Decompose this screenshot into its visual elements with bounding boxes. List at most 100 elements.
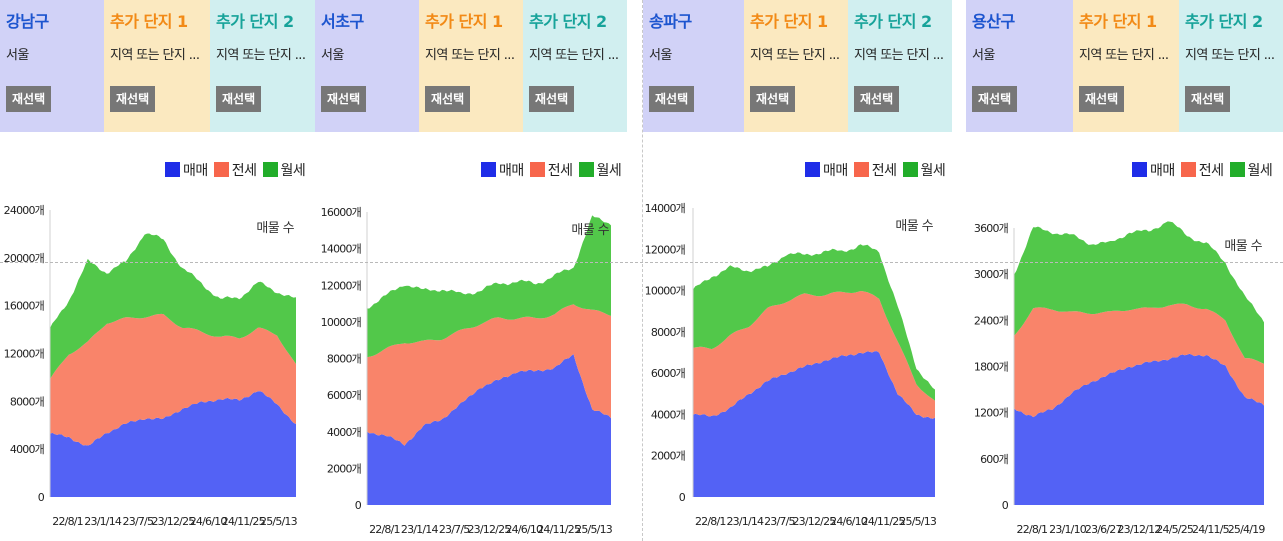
extra-complex-2-placeholder[interactable]: 지역 또는 단지 ... [216,48,306,63]
legend-monthly-swatch [578,162,594,177]
area-series-sale [50,391,296,497]
extra-complex-1-title: 추가 단지 1 [425,12,503,31]
extra-complex-2-cell[interactable]: 추가 단지 2 지역 또는 단지 ... 재선택 [210,0,315,132]
extra-complex-2-cell[interactable]: 추가 단지 2 지역 또는 단지 ... 재선택 [848,0,952,132]
x-tick-label: 23/12/25 [467,523,511,536]
extra-complex-1-placeholder[interactable]: 지역 또는 단지 ... [425,48,515,63]
city-label: 서울 [321,48,344,63]
extra-complex-2-cell[interactable]: 추가 단지 2 지역 또는 단지 ... 재선택 [1179,0,1283,132]
x-tick-label: 23/7/5 [123,515,154,528]
extra-complex-1-placeholder[interactable]: 지역 또는 단지 ... [110,48,200,63]
y-tick-label: 2000개 [651,450,685,463]
chart-annotation: 매물 수 [1224,239,1262,254]
legend-monthly[interactable]: 월세 [1229,160,1273,180]
x-tick-label: 25/5/13 [260,515,298,528]
legend-jeonse[interactable]: 전세 [853,160,897,180]
region-title: 강남구 [6,12,49,31]
reselect-button[interactable]: 재선택 [1185,86,1231,112]
extra-complex-1-placeholder[interactable]: 지역 또는 단지 ... [1079,48,1169,63]
region-panel-songpa: 송파구 서울 재선택 추가 단지 1 지역 또는 단지 ... 재선택 추가 단… [643,0,958,541]
legend-jeonse-swatch [213,162,229,177]
x-tick-label: 24/6/10 [505,523,543,536]
legend-jeonse-swatch [1180,162,1196,177]
legend-monthly-swatch [1229,162,1245,177]
reselect-button[interactable]: 재선택 [972,86,1018,112]
legend-sale-swatch [481,162,496,177]
y-tick-label: 0 [679,491,686,504]
extra-complex-1-cell[interactable]: 추가 단지 1 지역 또는 단지 ... 재선택 [419,0,523,132]
panel-header: 용산구 서울 재선택 추가 단지 1 지역 또는 단지 ... 재선택 추가 단… [966,0,1283,132]
extra-complex-2-placeholder[interactable]: 지역 또는 단지 ... [1185,48,1275,63]
y-tick-label: 20000개 [4,252,44,265]
region-cell[interactable]: 송파구 서울 재선택 [643,0,744,132]
chart-legend: 매매 전세 월세 [481,160,622,180]
area-series-monthly [367,215,611,358]
chart-legend: 매매 전세 월세 [1132,160,1273,180]
panel-header: 송파구 서울 재선택 추가 단지 1 지역 또는 단지 ... 재선택 추가 단… [643,0,952,132]
legend-jeonse[interactable]: 전세 [213,160,257,180]
extra-complex-2-title: 추가 단지 2 [854,12,932,31]
reselect-button[interactable]: 재선택 [216,86,262,112]
legend-sale[interactable]: 매매 [1132,160,1175,180]
listing-area-chart: 0 2000개 4000개 6000개 8000개 10000개 12000개 14000개 2… [645,202,938,528]
y-tick-label: 10000개 [645,285,685,298]
y-tick-label: 10000개 [321,316,361,329]
legend-monthly[interactable]: 월세 [578,160,622,180]
reselect-button[interactable]: 재선택 [854,86,900,112]
legend-sale[interactable]: 매매 [805,160,848,180]
chart-legend: 매매 전세 월세 [805,160,946,180]
x-tick-label: 23/6/27 [1085,523,1123,536]
reselect-button[interactable]: 재선택 [750,86,796,112]
reselect-button[interactable]: 재선택 [1079,86,1125,112]
x-tick-label: 25/5/13 [575,523,613,536]
extra-complex-1-title: 추가 단지 1 [110,12,188,31]
reselect-button[interactable]: 재선택 [6,86,52,112]
extra-complex-1-placeholder[interactable]: 지역 또는 단지 ... [750,48,840,63]
x-tick-label: 22/8/1 [1017,523,1048,536]
area-series-jeonse [50,313,296,446]
legend-sale[interactable]: 매매 [481,160,524,180]
region-panel-seocho: 서초구 서울 재선택 추가 단지 1 지역 또는 단지 ... 재선택 추가 단… [315,0,640,541]
y-tick-label: 12000개 [645,243,685,256]
y-tick-label: 6000개 [327,389,361,402]
reselect-button[interactable]: 재선택 [649,86,695,112]
extra-complex-1-cell[interactable]: 추가 단지 1 지역 또는 단지 ... 재선택 [744,0,848,132]
x-tick-label: 23/12/12 [1117,523,1160,536]
x-tick-label: 24/5/25 [1156,523,1194,536]
region-cell[interactable]: 서초구 서울 재선택 [315,0,419,132]
region-title: 용산구 [972,12,1015,31]
legend-sale-swatch [1132,162,1147,177]
extra-complex-2-placeholder[interactable]: 지역 또는 단지 ... [529,48,619,63]
extra-complex-1-title: 추가 단지 1 [750,12,828,31]
legend-sale[interactable]: 매매 [165,160,208,180]
extra-complex-1-cell[interactable]: 추가 단지 1 지역 또는 단지 ... 재선택 [104,0,210,132]
x-tick-label: 23/1/14 [84,515,122,528]
legend-sale-label: 매매 [1150,163,1175,179]
y-tick-label: 24000개 [4,204,44,217]
y-tick-label: 6000개 [651,367,685,380]
panel-header: 강남구 서울 재선택 추가 단지 1 지역 또는 단지 ... 재선택 추가 단… [0,0,315,132]
reselect-button[interactable]: 재선택 [110,86,156,112]
region-cell[interactable]: 용산구 서울 재선택 [966,0,1073,132]
legend-monthly[interactable]: 월세 [262,160,306,180]
region-cell[interactable]: 강남구 서울 재선택 [0,0,104,132]
extra-complex-2-placeholder[interactable]: 지역 또는 단지 ... [854,48,944,63]
extra-complex-2-cell[interactable]: 추가 단지 2 지역 또는 단지 ... 재선택 [523,0,627,132]
region-panel-gangnam: 강남구 서울 재선택 추가 단지 1 지역 또는 단지 ... 재선택 추가 단… [0,0,315,541]
legend-jeonse[interactable]: 전세 [529,160,573,180]
y-tick-label: 600개 [980,453,1008,466]
reselect-button[interactable]: 재선택 [529,86,575,112]
area-series-jeonse [1014,303,1264,418]
y-tick-label: 14000개 [321,243,361,256]
extra-complex-1-cell[interactable]: 추가 단지 1 지역 또는 단지 ... 재선택 [1073,0,1179,132]
reselect-button[interactable]: 재선택 [321,86,367,112]
legend-monthly[interactable]: 월세 [902,160,946,180]
legend-monthly-label: 월세 [280,163,306,179]
legend-jeonse[interactable]: 전세 [1180,160,1224,180]
reselect-button[interactable]: 재선택 [425,86,471,112]
legend-sale-swatch [165,162,180,177]
area-series-monthly [693,244,935,401]
x-tick-label: 24/6/10 [190,515,228,528]
y-tick-label: 16000개 [321,206,361,219]
